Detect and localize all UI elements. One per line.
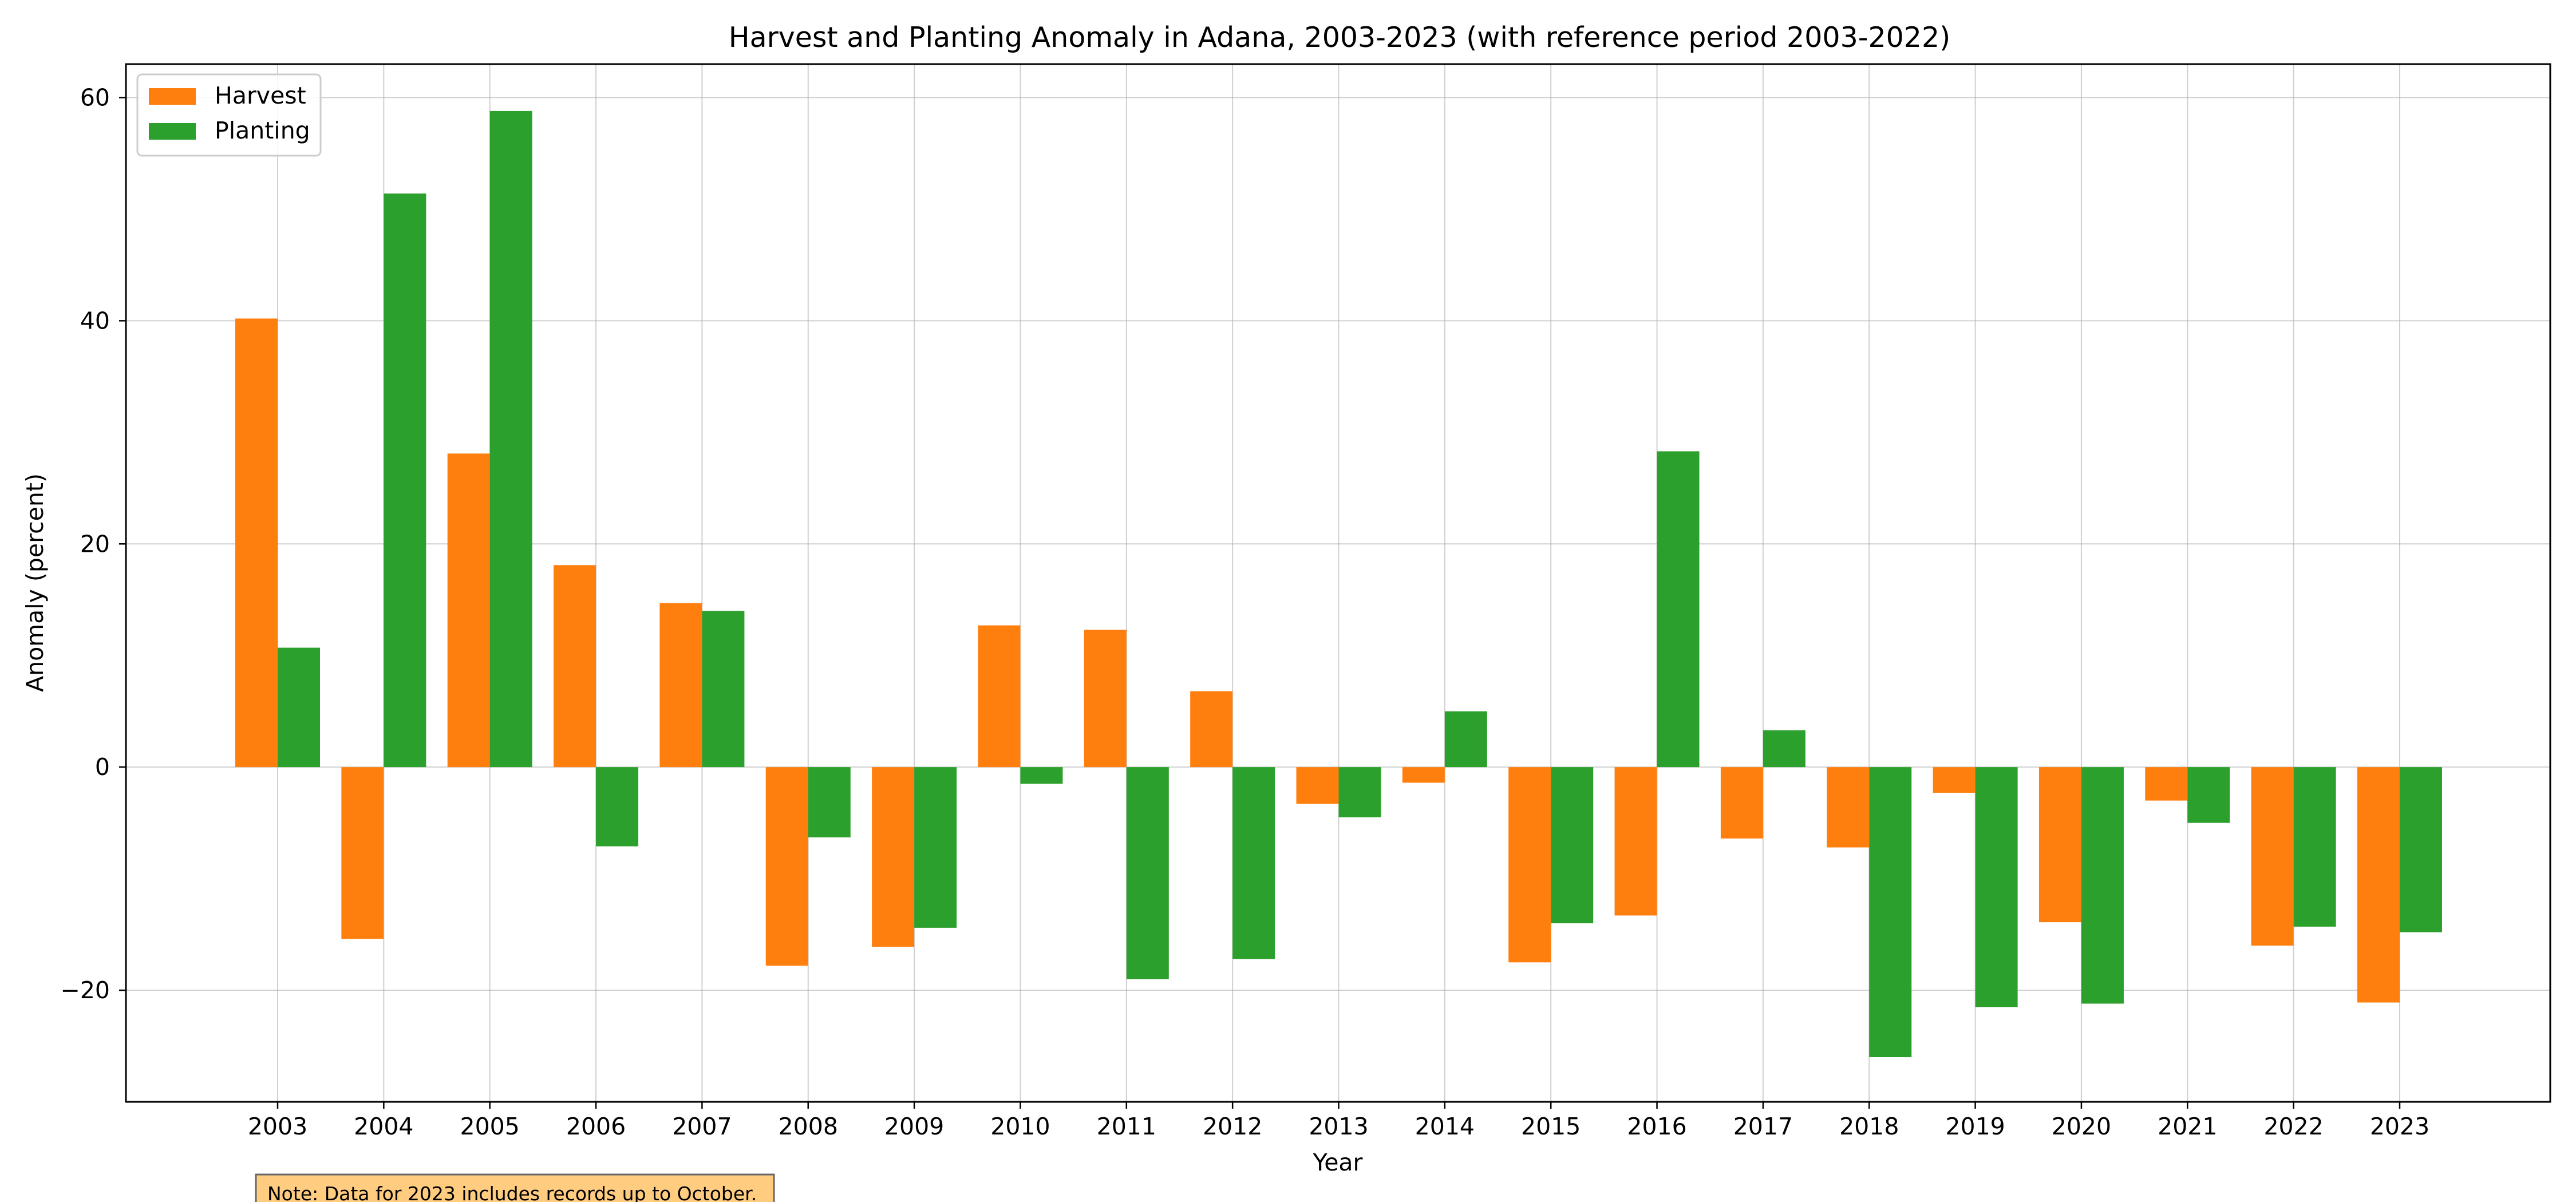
footnote: Note: Data for 2023 includes records up … [255, 1173, 775, 1202]
bar-planting-2023 [2400, 767, 2442, 932]
bar-harvest-2005 [447, 453, 490, 768]
bar-harvest-2009 [872, 767, 915, 947]
bar-harvest-2011 [1084, 630, 1127, 768]
bar-planting-2004 [384, 193, 426, 768]
legend: Harvest Planting [136, 73, 322, 157]
bar-harvest-2003 [235, 318, 278, 768]
bar-planting-2003 [278, 647, 320, 768]
x-tick-label: 2014 [1415, 1113, 1475, 1140]
x-tick-label: 2018 [1839, 1113, 1899, 1140]
x-tick-label: 2003 [248, 1113, 307, 1140]
x-tick-label: 2013 [1309, 1113, 1368, 1140]
bar-planting-2014 [1444, 711, 1487, 768]
x-axis: 2003 2004 2005 2006 2007 2008 2009 2010 2011 2012… [248, 1102, 2429, 1140]
bar-harvest-2006 [554, 565, 596, 768]
x-tick-label: 2017 [1733, 1113, 1793, 1140]
y-tick-label: 0 [95, 753, 110, 781]
bar-planting-2020 [2081, 767, 2124, 1004]
bar-harvest-2022 [2251, 767, 2294, 946]
y-tick-label: 20 [80, 530, 110, 557]
footnote-box [255, 1173, 775, 1202]
x-tick-label: 2023 [2370, 1113, 2429, 1140]
bar-harvest-2004 [341, 767, 384, 939]
bars [235, 110, 2442, 1058]
bar-planting-2010 [1020, 767, 1063, 784]
bar-harvest-2008 [765, 767, 808, 966]
y-tick-label: 60 [80, 84, 110, 111]
bar-harvest-2019 [1933, 767, 1976, 793]
x-tick-label: 2012 [1203, 1113, 1262, 1140]
x-tick-label: 2007 [672, 1113, 732, 1140]
bar-harvest-2010 [978, 625, 1021, 768]
legend-swatch-harvest [149, 88, 196, 105]
bar-harvest-2017 [1720, 767, 1763, 839]
x-tick-label: 2011 [1097, 1113, 1156, 1140]
bar-planting-2006 [596, 767, 639, 847]
bar-planting-2017 [1763, 730, 1805, 768]
y-tick-label: 40 [80, 307, 110, 334]
bar-harvest-2007 [659, 603, 702, 768]
x-tick-label: 2009 [884, 1113, 944, 1140]
x-tick-label: 2004 [354, 1113, 413, 1140]
x-tick-label: 2010 [990, 1113, 1050, 1140]
x-tick-label: 2022 [2263, 1113, 2323, 1140]
bar-harvest-2020 [2038, 767, 2081, 923]
legend-label-harvest: Harvest [215, 82, 306, 109]
y-axis: −20 0 20 40 60 [60, 84, 126, 1004]
bar-harvest-2021 [2145, 767, 2188, 801]
bar-harvest-2023 [2357, 767, 2400, 1003]
bar-harvest-2015 [1508, 767, 1551, 963]
y-axis-title: Anomaly (percent) [21, 473, 49, 692]
footnote-text: Note: Data for 2023 includes records up … [267, 1183, 757, 1202]
y-tick-label: −20 [60, 976, 110, 1004]
x-tick-label: 2006 [566, 1113, 626, 1140]
bar-planting-2022 [2293, 767, 2336, 927]
bar-harvest-2014 [1402, 767, 1445, 783]
x-tick-label: 2008 [779, 1113, 838, 1140]
x-tick-label: 2019 [1945, 1113, 2005, 1140]
legend-label-planting: Planting [215, 117, 310, 144]
bar-planting-2012 [1232, 767, 1275, 959]
bar-planting-2018 [1869, 767, 1912, 1058]
x-tick-label: 2005 [460, 1113, 520, 1140]
bar-harvest-2018 [1827, 767, 1870, 848]
x-tick-label: 2016 [1627, 1113, 1686, 1140]
bar-planting-2013 [1338, 767, 1381, 817]
bar-planting-2015 [1551, 767, 1594, 924]
bar-planting-2005 [489, 110, 532, 768]
bar-harvest-2016 [1614, 767, 1657, 916]
bar-planting-2008 [808, 767, 851, 837]
bar-planting-2021 [2187, 767, 2230, 823]
bar-harvest-2012 [1190, 691, 1233, 768]
x-tick-label: 2020 [2052, 1113, 2111, 1140]
bar-planting-2016 [1657, 451, 1700, 768]
bar-harvest-2013 [1296, 767, 1339, 804]
chart-title: Harvest and Planting Anomaly in Adana, 2… [729, 21, 1951, 54]
x-tick-label: 2015 [1521, 1113, 1581, 1140]
x-tick-label: 2021 [2158, 1113, 2217, 1140]
bar-planting-2019 [1975, 767, 2018, 1007]
x-axis-title: Year [1313, 1149, 1363, 1176]
bar-planting-2009 [914, 767, 957, 928]
legend-swatch-planting [149, 123, 196, 140]
bar-planting-2007 [702, 611, 745, 768]
bar-planting-2011 [1126, 767, 1169, 979]
